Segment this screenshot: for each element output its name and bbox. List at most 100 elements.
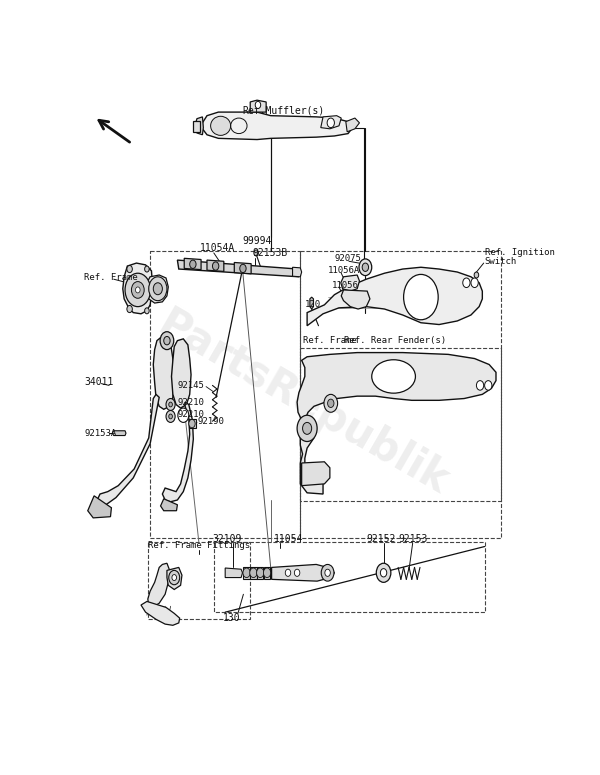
Circle shape [471,278,478,288]
Circle shape [404,274,438,320]
Circle shape [362,263,368,271]
Circle shape [172,574,176,580]
Circle shape [380,569,387,577]
Text: 130: 130 [223,613,241,623]
Text: 11054: 11054 [274,535,304,544]
Text: 92075: 92075 [334,254,361,264]
Circle shape [189,419,195,428]
Polygon shape [250,567,257,579]
Text: 11056A: 11056A [328,267,360,275]
Circle shape [166,411,175,422]
Text: 32109: 32109 [213,535,242,544]
Circle shape [359,259,372,276]
Circle shape [254,250,259,256]
Circle shape [324,394,338,412]
Polygon shape [234,263,251,274]
Ellipse shape [211,116,230,136]
Circle shape [376,563,391,582]
Circle shape [145,308,149,314]
Circle shape [250,568,257,577]
Text: 92145: 92145 [178,381,205,390]
Circle shape [321,564,334,581]
Circle shape [243,568,250,577]
Polygon shape [98,394,159,505]
Circle shape [463,278,470,288]
Text: Ref. Frame Fittings: Ref. Frame Fittings [148,541,250,549]
Text: Switch: Switch [485,257,517,266]
Text: PartsRepublik: PartsRepublik [150,303,455,504]
Circle shape [166,398,175,411]
Polygon shape [310,297,313,309]
Polygon shape [184,258,201,270]
Polygon shape [264,567,270,579]
Ellipse shape [372,360,415,393]
Bar [150,251,300,538]
Polygon shape [272,564,334,581]
Polygon shape [207,260,224,271]
Text: 11056: 11056 [332,281,359,290]
Polygon shape [257,567,263,579]
Bar [193,121,200,132]
Circle shape [125,274,151,307]
Polygon shape [141,601,179,625]
Circle shape [327,118,334,128]
Polygon shape [163,402,193,501]
Circle shape [474,272,479,278]
Text: 99994: 99994 [242,236,272,246]
Text: Ref. Frame: Ref. Frame [84,274,138,283]
Text: 92153A: 92153A [84,429,116,438]
Circle shape [127,266,133,273]
Circle shape [136,287,140,293]
Polygon shape [302,462,330,486]
Polygon shape [293,267,302,277]
Polygon shape [346,118,359,132]
Text: Ref.Muffler(s): Ref.Muffler(s) [242,106,325,116]
Polygon shape [194,117,203,135]
Polygon shape [297,353,496,494]
Circle shape [263,568,271,577]
Polygon shape [161,499,178,511]
Text: Ref. Frame: Ref. Frame [302,336,356,345]
Circle shape [160,332,174,350]
Polygon shape [178,260,299,277]
Circle shape [485,381,492,390]
Text: 11054A: 11054A [200,243,235,253]
Bar [300,349,500,501]
Text: 92190: 92190 [198,417,225,425]
Text: 120: 120 [305,301,321,309]
Bar [214,542,485,612]
Circle shape [127,305,133,312]
Circle shape [190,260,196,268]
Polygon shape [250,100,266,112]
Circle shape [164,336,170,345]
Circle shape [255,102,260,109]
Circle shape [302,422,311,434]
Polygon shape [172,339,191,408]
Bar [300,251,500,538]
Text: 92153B: 92153B [253,248,288,258]
Text: Ref. Rear Fender(s): Ref. Rear Fender(s) [344,336,446,345]
Circle shape [325,569,331,577]
Circle shape [149,277,167,301]
Polygon shape [244,567,250,579]
Polygon shape [148,563,170,608]
Circle shape [295,569,300,577]
Polygon shape [153,336,174,409]
Circle shape [297,415,317,442]
Circle shape [169,402,172,407]
Polygon shape [147,275,169,303]
Polygon shape [202,112,353,140]
Circle shape [169,570,179,584]
Circle shape [145,266,149,272]
Polygon shape [307,267,482,326]
Text: 92210: 92210 [178,398,204,407]
Polygon shape [88,496,112,518]
Polygon shape [123,263,152,314]
Text: 92153: 92153 [398,535,427,544]
Text: 92210: 92210 [178,409,204,419]
Circle shape [328,399,334,408]
Polygon shape [112,431,126,436]
Polygon shape [341,275,359,291]
Polygon shape [321,115,341,129]
Circle shape [257,568,264,577]
